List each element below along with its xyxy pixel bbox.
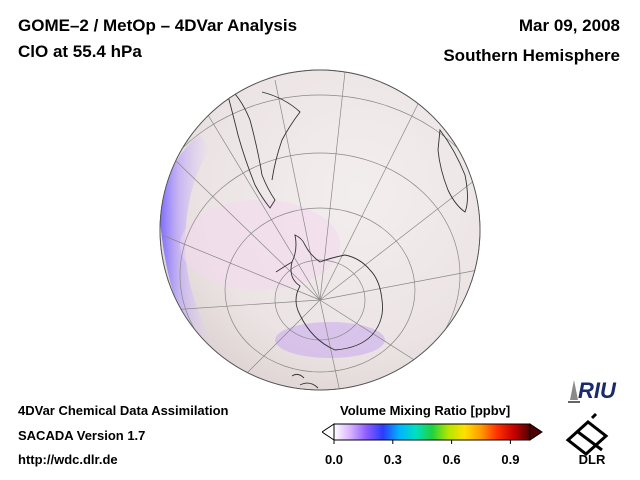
colorbar-title: Volume Mixing Ratio [ppbv] (340, 403, 511, 418)
coastlines (224, 83, 468, 389)
colorbar-tick-label: 0.3 (383, 452, 402, 467)
colorbar (322, 423, 543, 444)
region-label: Southern Hemisphere (443, 46, 620, 65)
colorbar-tick-label: 0.9 (501, 452, 520, 467)
date-label: Mar 09, 2008 (518, 16, 620, 35)
clo-enhancement-south (275, 322, 385, 358)
footer-line2: SACADA Version 1.7 (18, 428, 146, 443)
colorbar-under-arrow (322, 423, 335, 441)
clo-background-patch (180, 200, 340, 290)
colorbar-tick-label: 0.0 (324, 452, 344, 467)
colorbar-tick-label: 0.6 (442, 452, 461, 467)
title-line1: GOME–2 / MetOp – 4DVar Analysis (18, 16, 298, 35)
graticule (160, 71, 480, 390)
footer-url: http://wdc.dlr.de (18, 452, 118, 467)
globe-map (159, 69, 481, 391)
riu-logo-text: RIU (578, 378, 617, 403)
colorbar-gradient (333, 423, 531, 441)
dlr-logo: DLR (565, 412, 609, 467)
title-line2: ClO at 55.4 hPa (18, 42, 142, 61)
dlr-logo-text: DLR (579, 452, 606, 467)
clo-enhancement-west (160, 135, 215, 355)
riu-logo: RIU (568, 378, 617, 403)
footer-line1: 4DVar Chemical Data Assimilation (18, 403, 229, 418)
colorbar-over-arrow (529, 423, 543, 441)
